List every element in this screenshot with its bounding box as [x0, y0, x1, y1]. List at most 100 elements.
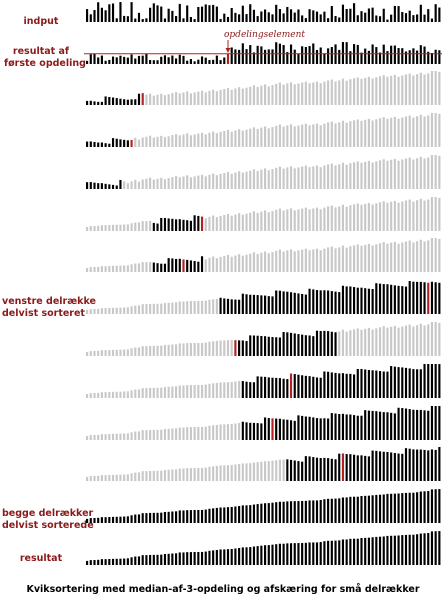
- bar-r2-91: [423, 74, 426, 105]
- bar-r12-3: [97, 517, 100, 523]
- bar-r9-23: [171, 386, 174, 398]
- bar-r9-54: [286, 379, 289, 398]
- bar-r2-7: [111, 97, 115, 105]
- bar-r11-64: [323, 457, 326, 481]
- bar-r13-45: [252, 546, 256, 565]
- bar-r9-32: [204, 384, 207, 398]
- bar-r2-10: [123, 99, 126, 105]
- bar-r11-88: [412, 449, 415, 481]
- bar-r1-44: [249, 45, 252, 64]
- bar-r1-56: [293, 49, 296, 64]
- bar-r6-60: [308, 250, 311, 272]
- bar-r2-60: [308, 83, 311, 105]
- bar-r5-28: [189, 220, 192, 231]
- bar-r0-31: [200, 6, 204, 22]
- bar-r7-67: [334, 291, 337, 314]
- bar-r6-22: [167, 258, 170, 272]
- bar-r1-0: [86, 60, 89, 64]
- bar-r2-43: [245, 87, 248, 105]
- bar-r0-45: [252, 9, 256, 22]
- bar-r2-26: [182, 92, 185, 105]
- bar-r3-82: [390, 117, 393, 147]
- bar-r11-9: [119, 474, 122, 481]
- bar-r5-31: [200, 216, 204, 231]
- bar-r7-81: [386, 284, 389, 314]
- bar-r6-14: [137, 263, 141, 272]
- bar-r13-95: [438, 531, 441, 565]
- bar-r0-1: [89, 14, 92, 22]
- bar-r10-76: [367, 410, 370, 440]
- bar-r10-55: [289, 420, 293, 440]
- bar-r5-2: [93, 226, 96, 231]
- bar-r8-19: [156, 345, 159, 356]
- bar-r8-75: [364, 328, 367, 356]
- bar-r8-13: [134, 347, 137, 356]
- bar-r8-66: [330, 331, 333, 356]
- bar-r0-24: [175, 16, 178, 22]
- bar-r4-50: [271, 169, 274, 189]
- bar-r1-90: [419, 45, 422, 64]
- bar-r7-18: [152, 303, 155, 314]
- bar-r6-58: [301, 249, 304, 272]
- bar-r13-0: [86, 560, 89, 565]
- bar-r5-87: [408, 199, 411, 231]
- bar-r13-62: [315, 542, 319, 565]
- bar-r3-53: [282, 126, 285, 147]
- bar-r2-4: [100, 101, 103, 105]
- bar-r8-93: [430, 322, 434, 356]
- bar-r9-61: [312, 376, 315, 398]
- bar-r7-29: [193, 300, 196, 314]
- bar-r5-77: [371, 204, 374, 231]
- bar-r8-71: [349, 330, 352, 356]
- bar-r1-73: [356, 44, 359, 64]
- bar-r4-9: [119, 179, 122, 189]
- bar-r6-37: [223, 256, 226, 272]
- bar-r12-80: [382, 494, 385, 523]
- bar-r9-3: [97, 392, 100, 398]
- bar-r5-50: [271, 211, 274, 231]
- bar-r13-92: [427, 533, 430, 565]
- bar-r13-43: [245, 547, 248, 565]
- bar-r0-87: [408, 10, 411, 22]
- bar-r7-14: [137, 305, 141, 314]
- bar-r1-68: [338, 49, 341, 64]
- bar-r2-67: [334, 81, 337, 105]
- bar-r12-94: [434, 489, 437, 523]
- bar-r4-20: [160, 177, 163, 189]
- bar-r12-67: [334, 498, 337, 523]
- bar-r4-84: [397, 160, 400, 189]
- bar-r12-86: [404, 492, 408, 523]
- bar-r5-63: [319, 209, 322, 231]
- bar-r11-34: [212, 466, 215, 481]
- bar-r11-14: [137, 472, 141, 481]
- bar-r3-36: [219, 131, 222, 147]
- bar-r0-67: [334, 16, 337, 22]
- bar-r12-38: [226, 507, 230, 523]
- bar-r0-92: [427, 9, 430, 22]
- bar-r5-51: [275, 209, 278, 231]
- bar-r8-8: [115, 349, 118, 356]
- bar-r6-4: [100, 266, 103, 272]
- bar-r0-12: [130, 2, 133, 22]
- bar-r9-47: [260, 376, 263, 398]
- bar-r0-86: [404, 13, 408, 22]
- bar-r9-95: [438, 364, 441, 398]
- bar-r6-25: [178, 258, 181, 272]
- bar-r2-88: [412, 75, 415, 105]
- bar-r4-81: [386, 160, 389, 189]
- bar-r8-45: [252, 335, 256, 356]
- bar-r11-46: [256, 462, 259, 481]
- bar-r2-50: [271, 85, 274, 105]
- bar-r2-93: [430, 71, 434, 105]
- bar-r5-85: [401, 201, 404, 231]
- bar-r7-59: [304, 294, 307, 314]
- bar-r11-77: [371, 450, 374, 481]
- bar-r8-51: [275, 337, 278, 356]
- bar-r0-42: [241, 5, 244, 22]
- bar-r9-5: [104, 392, 107, 398]
- bar-r4-59: [304, 165, 307, 189]
- bar-r9-31: [200, 384, 204, 398]
- bar-r4-4: [100, 183, 103, 189]
- bar-r1-38: [226, 53, 230, 64]
- bar-r5-48: [264, 210, 267, 231]
